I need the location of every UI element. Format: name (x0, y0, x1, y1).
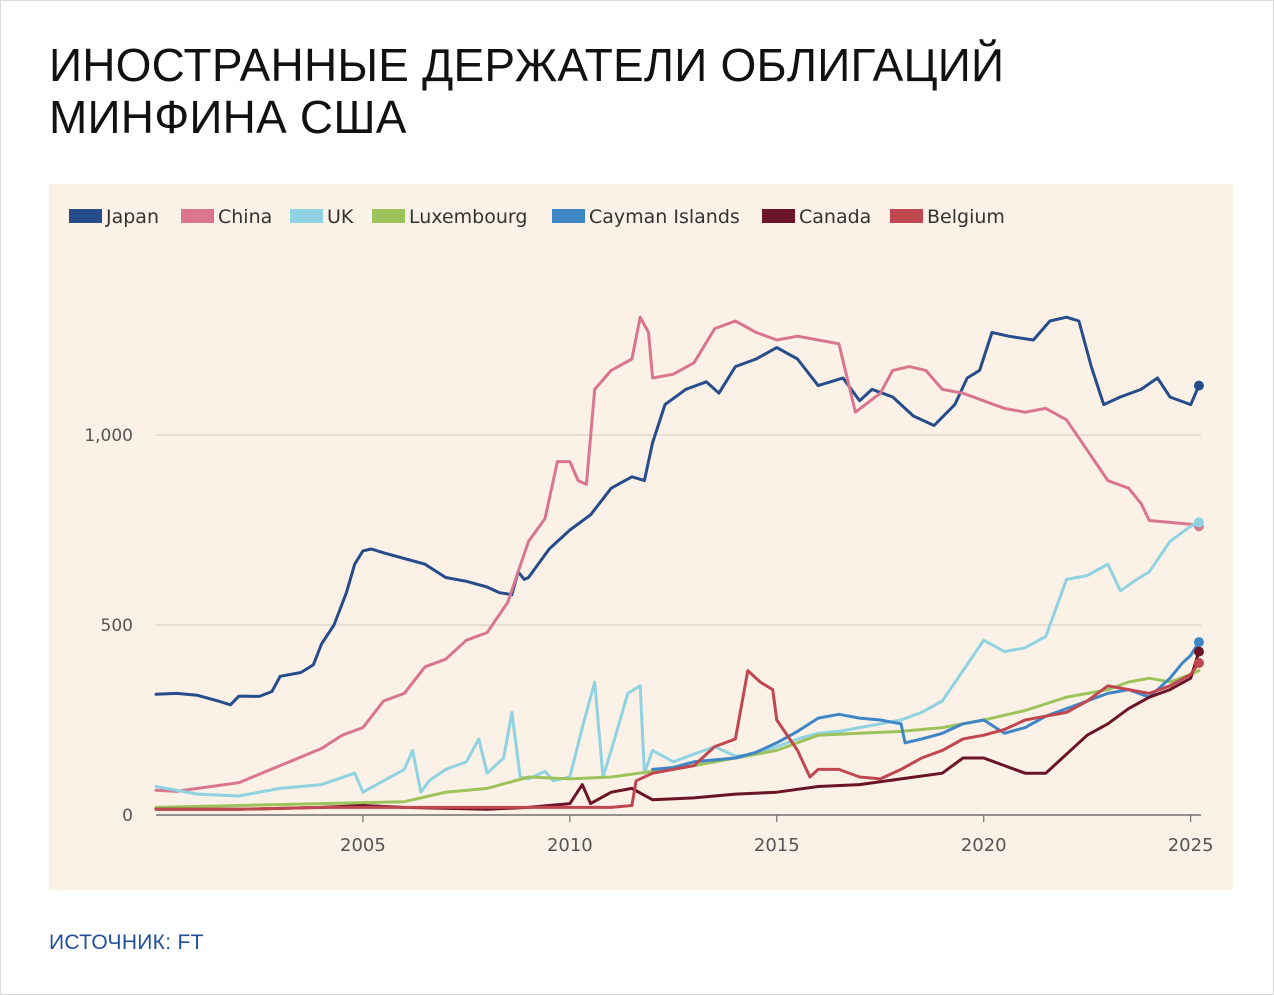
y-tick-label: 0 (122, 806, 133, 826)
legend-swatch (552, 209, 585, 223)
source-note: ИСТОЧНИК: FT (49, 931, 204, 954)
legend-label: Belgium (927, 206, 1005, 228)
series-end-marker-japan (1193, 380, 1204, 391)
x-tick-label: 2010 (547, 835, 593, 856)
legend-swatch (290, 209, 323, 223)
x-tick-label: 2025 (1168, 835, 1214, 856)
legend-swatch (762, 209, 795, 223)
legend-label: China (218, 206, 272, 228)
legend-swatch (69, 209, 102, 223)
series-line-china (154, 315, 1201, 793)
legend-swatch (890, 209, 923, 223)
legend-label: Japan (105, 206, 159, 228)
legend-label: Cayman Islands (589, 206, 740, 228)
series-line-cayman-islands (651, 640, 1201, 771)
x-tick-label: 2015 (754, 835, 800, 856)
legend-swatch (372, 209, 405, 223)
line-chart: 0 500 1,000 2005 2010 2015 2020 2025 Japan China U… (69, 206, 1214, 856)
series-end-marker-cayman-islands (1193, 637, 1204, 648)
y-tick-label: 1,000 (84, 426, 133, 446)
series-line-japan (154, 315, 1201, 707)
chart-panel: 0 500 1,000 2005 2010 2015 2020 2025 Japan China U… (49, 184, 1233, 890)
x-tick-label: 2005 (340, 835, 386, 856)
series-end-marker-uk (1193, 517, 1204, 528)
series-line-uk (154, 520, 1201, 798)
series-end-marker-canada (1193, 646, 1204, 657)
legend-swatch (181, 209, 214, 223)
page-title: ИНОСТРАННЫЕ ДЕРЖАТЕЛИ ОБЛИГАЦИЙ МИНФИНА … (49, 39, 1005, 143)
series-line-luxembourg (154, 669, 1201, 809)
legend-label: UK (327, 206, 354, 228)
y-tick-label: 500 (101, 616, 133, 636)
legend-label: Luxembourg (409, 206, 527, 228)
series-line-belgium (154, 661, 1201, 811)
x-tick-label: 2020 (961, 835, 1007, 856)
legend-label: Canada (799, 206, 871, 228)
series-end-marker-belgium (1193, 658, 1204, 668)
